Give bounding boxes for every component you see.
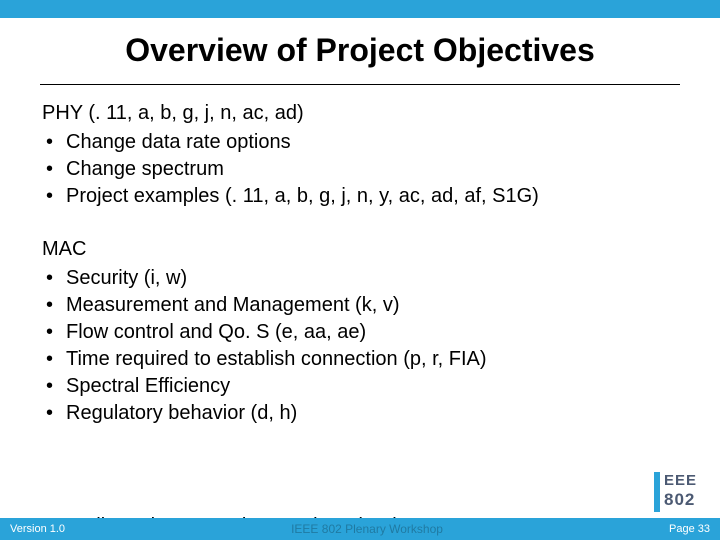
bullet-list-mac: Security (i, w) Measurement and Manageme…: [42, 265, 682, 427]
section-heading-mac: MAC: [42, 236, 682, 263]
bullet-item: Measurement and Management (k, v): [42, 292, 682, 319]
title-underline: [40, 84, 680, 85]
slide-title: Overview of Project Objectives: [0, 32, 720, 69]
bullet-item: Security (i, w): [42, 265, 682, 292]
logo-line2: 802: [664, 490, 695, 510]
bullet-item: Spectral Efficiency: [42, 373, 682, 400]
top-accent-bar: [0, 0, 720, 18]
section-heading-phy: PHY (. 11, a, b, g, j, n, ac, ad): [42, 100, 682, 127]
bullet-item: Time required to establish connection (p…: [42, 346, 682, 373]
logo-stripe: [654, 472, 660, 512]
footer-page-number: Page 33: [669, 523, 710, 535]
bullet-item: Change spectrum: [42, 156, 682, 183]
bullet-item: Flow control and Qo. S (e, aa, ae): [42, 319, 682, 346]
bullet-item: Change data rate options: [42, 129, 682, 156]
bullet-item: Regulatory behavior (d, h): [42, 400, 682, 427]
logo-line1: EEE: [664, 472, 697, 489]
ieee-802-logo: EEE 802: [654, 472, 710, 512]
footer-bar: Version 1.0 IEEE 802 Plenary Workshop Pa…: [0, 518, 720, 540]
bullet-item: Project examples (. 11, a, b, g, j, n, y…: [42, 183, 682, 210]
bullet-list-phy: Change data rate options Change spectrum…: [42, 129, 682, 210]
footer-version: Version 1.0: [10, 523, 65, 535]
slide: Overview of Project Objectives PHY (. 11…: [0, 0, 720, 540]
footer-center-watermark: IEEE 802 Plenary Workshop: [291, 522, 443, 536]
slide-body: PHY (. 11, a, b, g, j, n, ac, ad) Change…: [42, 100, 682, 427]
